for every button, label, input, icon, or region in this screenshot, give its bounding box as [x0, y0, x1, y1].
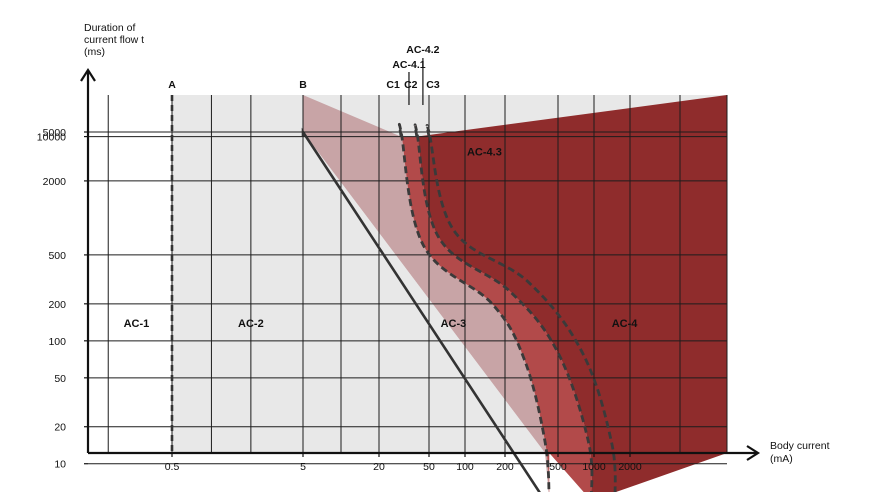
zone-ac43-fill	[415, 95, 727, 492]
callout-ac42-label: AC-4.2	[406, 44, 439, 56]
curve-c2-line	[413, 123, 594, 492]
zone-label-ac-3: AC-3	[441, 318, 467, 330]
zone-label-ac-43: AC-4.3	[467, 146, 502, 158]
x-tick-label: 1000	[582, 461, 606, 473]
zone-label-ac-4: AC-4	[612, 318, 639, 330]
y-tick-label: 5000	[43, 127, 67, 139]
curve-b-line	[301, 127, 541, 492]
x-tick-label: 100	[456, 461, 474, 473]
zone-label-ac-1: AC-1	[124, 318, 150, 330]
grid-lines	[88, 95, 728, 465]
x-axis-title-line-1: Body current	[770, 440, 830, 452]
curve-label-c1: C1	[386, 79, 400, 91]
zone-label-ac-2: AC-2	[238, 318, 264, 330]
x-tick-label: 2000	[618, 461, 642, 473]
y-tick-label: 20	[54, 422, 66, 434]
y-axis-title-line-1: Duration of	[84, 22, 135, 34]
x-tick-label: 50	[423, 461, 435, 473]
zone-fills	[172, 95, 727, 492]
y-tick-label: 50	[54, 373, 66, 385]
curve-c3-line	[425, 124, 617, 492]
curve-label-b: B	[299, 79, 307, 91]
y-axis-arrow-icon	[80, 67, 96, 82]
zone-ac42-fill	[399, 124, 592, 492]
y-tick-label: 10	[54, 459, 66, 471]
chart-text: Duration of current flow t (ms) Body cur…	[37, 22, 830, 473]
curve-label-c2: C2	[404, 79, 418, 91]
curve-label-c3: C3	[426, 79, 440, 91]
x-tick-label: 0.5	[165, 461, 180, 473]
y-tick-label: 100	[48, 336, 66, 348]
x-axis-arrow-icon	[746, 445, 761, 461]
zone-ac3-fill	[172, 132, 546, 453]
axes	[80, 67, 761, 461]
boundary-curves	[170, 95, 617, 492]
y-tick-label: 500	[48, 250, 66, 262]
y-axis-title-line-2: current flow t	[84, 34, 144, 46]
y-tick-label: 10000	[37, 132, 66, 144]
x-tick-label: 500	[549, 461, 567, 473]
y-tick-label: 200	[48, 299, 66, 311]
y-tick-label: 2000	[43, 176, 67, 188]
x-tick-label: 200	[496, 461, 514, 473]
curve-c1-line	[397, 122, 551, 492]
x-tick-label: 20	[373, 461, 385, 473]
y-axis-title-line-3: (ms)	[84, 46, 105, 58]
curve-label-a: A	[168, 79, 176, 91]
zone-ac41-fill	[303, 95, 549, 492]
callout-ac41-label: AC-4.1	[392, 59, 425, 71]
x-axis-title-line-2: (mA)	[770, 453, 793, 465]
x-tick-label: 5	[300, 461, 306, 473]
